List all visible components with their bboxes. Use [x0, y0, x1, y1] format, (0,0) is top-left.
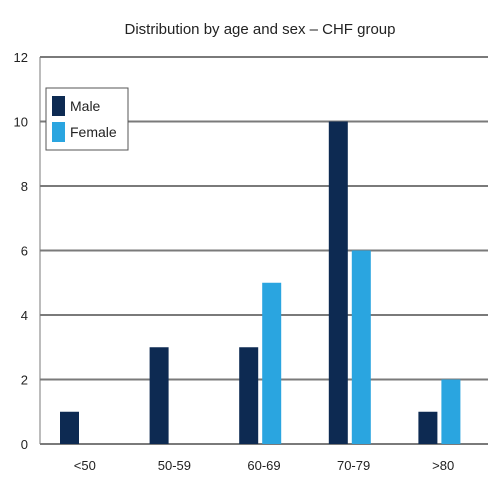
bar-male-2 [239, 347, 259, 444]
x-tick-label: <50 [74, 458, 96, 473]
bar-male-0 [60, 411, 79, 444]
bar-male-1 [149, 347, 169, 444]
bar-male-3 [328, 121, 348, 444]
bar-male-4 [418, 411, 438, 444]
legend-label-male: Male [70, 98, 101, 114]
y-tick-label: 10 [14, 115, 28, 130]
y-tick-label: 2 [21, 373, 28, 388]
bar-female-3 [351, 250, 371, 444]
y-tick-label: 0 [21, 437, 28, 452]
bars [60, 121, 461, 444]
bar-female-2 [262, 282, 282, 444]
x-axis-ticks: <50 50-59 60-69 70-79 >80 [74, 458, 454, 473]
x-tick-label: >80 [432, 458, 454, 473]
chart-title: Distribution by age and sex – CHF group [125, 21, 396, 38]
legend-swatch-female [52, 122, 65, 142]
x-tick-label: 50-59 [158, 458, 191, 473]
legend-label-female: Female [70, 124, 117, 140]
y-tick-label: 6 [21, 244, 28, 259]
y-axis-ticks: 0 2 4 6 8 10 12 [14, 50, 28, 452]
x-tick-label: 60-69 [247, 458, 280, 473]
y-tick-label: 4 [21, 308, 28, 323]
y-tick-label: 8 [21, 179, 28, 194]
bar-female-4 [441, 379, 461, 444]
y-tick-label: 12 [14, 50, 28, 65]
legend: Male Female [45, 87, 129, 151]
legend-swatch-male [52, 96, 65, 116]
x-tick-label: 70-79 [337, 458, 370, 473]
